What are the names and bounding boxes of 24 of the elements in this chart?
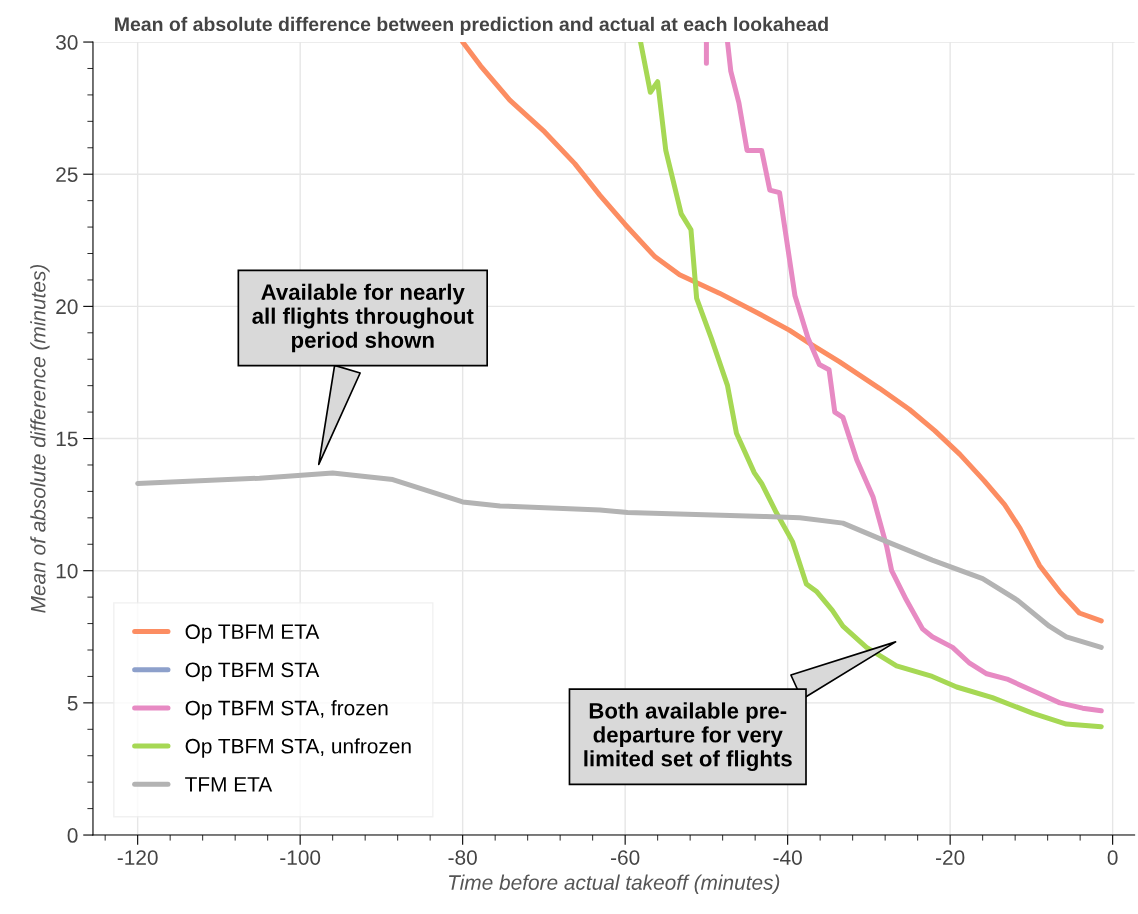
- legend-label: Op TBFM STA, unfrozen: [185, 738, 411, 758]
- y-tick-label: 15: [56, 431, 78, 447]
- y-tick-label: 20: [56, 299, 78, 315]
- y-axis-title: Mean of absolute difference (minutes): [30, 264, 50, 613]
- legend-label: Op TBFM ETA: [185, 624, 320, 644]
- annotation: Available for nearly all flights throughout period shown: [252, 283, 474, 353]
- x-tick-label: -100: [280, 850, 321, 865]
- x-tick-label: -80: [448, 850, 477, 865]
- x-tick-label: -40: [773, 850, 802, 865]
- x-tick-label: -120: [117, 850, 158, 865]
- y-tick-label: 10: [56, 563, 78, 579]
- y-tick-label: 25: [56, 167, 78, 182]
- x-axis-title: Time before actual takeoff (minutes): [449, 874, 780, 894]
- x-tick-label: -20: [936, 850, 965, 865]
- x-tick-label: 0: [1107, 850, 1118, 865]
- legend-label: Op TBFM STA, frozen: [185, 700, 388, 720]
- legend-label: Op TBFM STA: [185, 662, 320, 682]
- y-tick-label: 30: [56, 35, 78, 50]
- y-tick-label: 0: [67, 828, 78, 843]
- y-tick-label: 5: [67, 696, 78, 711]
- x-tick-label: -60: [611, 850, 640, 865]
- legend-label: TFM ETA: [185, 777, 273, 792]
- annotation: Both available pre- departure for very limited set of flights: [584, 702, 792, 772]
- chart-title: Mean of absolute difference between prediction and actual at each lookahead: [115, 16, 828, 35]
